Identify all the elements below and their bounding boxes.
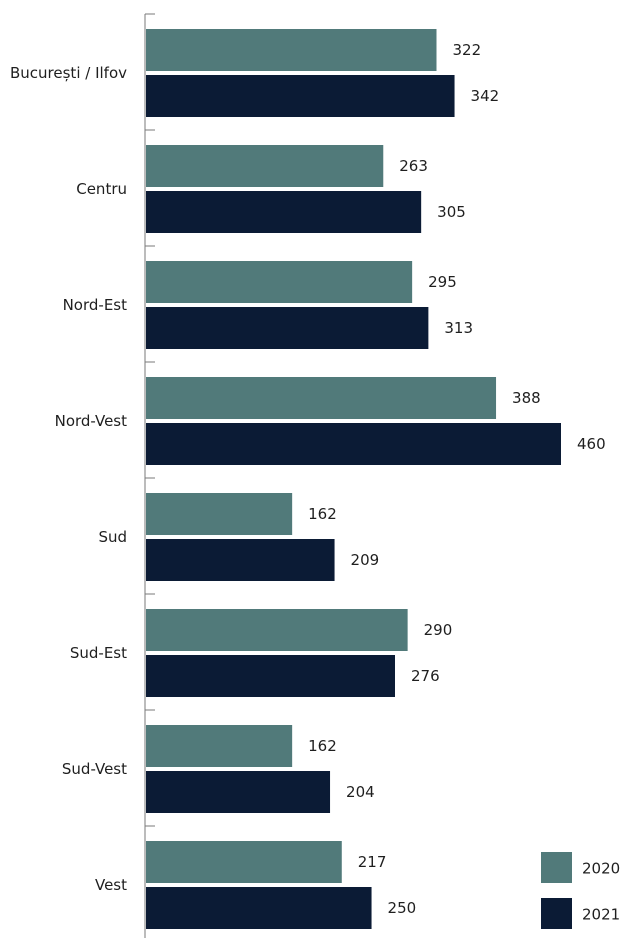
bar-2021 xyxy=(146,771,331,813)
bar-2021 xyxy=(146,887,372,929)
data-label: 209 xyxy=(351,551,380,569)
data-label: 295 xyxy=(428,273,457,291)
data-label: 250 xyxy=(388,899,417,917)
bar-2021 xyxy=(146,655,395,697)
category-label: București / Ilfov xyxy=(10,64,127,82)
bar-2020 xyxy=(146,493,293,535)
bar-2021 xyxy=(146,75,455,117)
category-label: Vest xyxy=(95,876,127,894)
data-label: 388 xyxy=(512,389,541,407)
category-label: Centru xyxy=(76,180,127,198)
data-label: 162 xyxy=(308,505,337,523)
data-labels: 322 342 263 305 295 313 388 460 162 209 290 276 162 2… xyxy=(308,41,605,917)
data-label: 263 xyxy=(399,157,428,175)
category-label: Nord-Est xyxy=(63,296,128,314)
category-label: Sud-Est xyxy=(70,644,127,662)
bar-2020 xyxy=(146,377,497,419)
category-labels: București / Ilfov Centru Nord-Est Nord-Vest… xyxy=(10,64,127,894)
data-label: 460 xyxy=(577,435,606,453)
data-label: 290 xyxy=(424,621,453,639)
data-label: 204 xyxy=(346,783,375,801)
bar-2020 xyxy=(146,29,437,71)
legend-swatch-2020 xyxy=(541,852,572,883)
legend-label: 2021 xyxy=(582,906,620,924)
data-label: 217 xyxy=(358,853,387,871)
data-label: 276 xyxy=(411,667,440,685)
bar-2021 xyxy=(146,307,429,349)
data-label: 162 xyxy=(308,737,337,755)
data-label: 322 xyxy=(453,41,482,59)
y-axis xyxy=(144,13,155,938)
bar-2020 xyxy=(146,725,293,767)
legend-label: 2020 xyxy=(582,860,620,878)
legend-swatch-2021 xyxy=(541,898,572,929)
bar-2021 xyxy=(146,423,561,465)
data-label: 342 xyxy=(471,87,500,105)
bar-2021 xyxy=(146,191,422,233)
bar-2020 xyxy=(146,261,413,303)
bar-2021 xyxy=(146,539,335,581)
bar-2020 xyxy=(146,145,384,187)
bar-2020 xyxy=(146,841,342,883)
data-label: 305 xyxy=(437,203,466,221)
legend: 2020 2021 xyxy=(541,852,620,929)
category-label: Sud-Vest xyxy=(62,760,127,778)
bar-2020 xyxy=(146,609,408,651)
bars xyxy=(146,29,561,929)
category-label: Sud xyxy=(98,528,127,546)
category-label: Nord-Vest xyxy=(55,412,127,430)
data-label: 313 xyxy=(444,319,473,337)
